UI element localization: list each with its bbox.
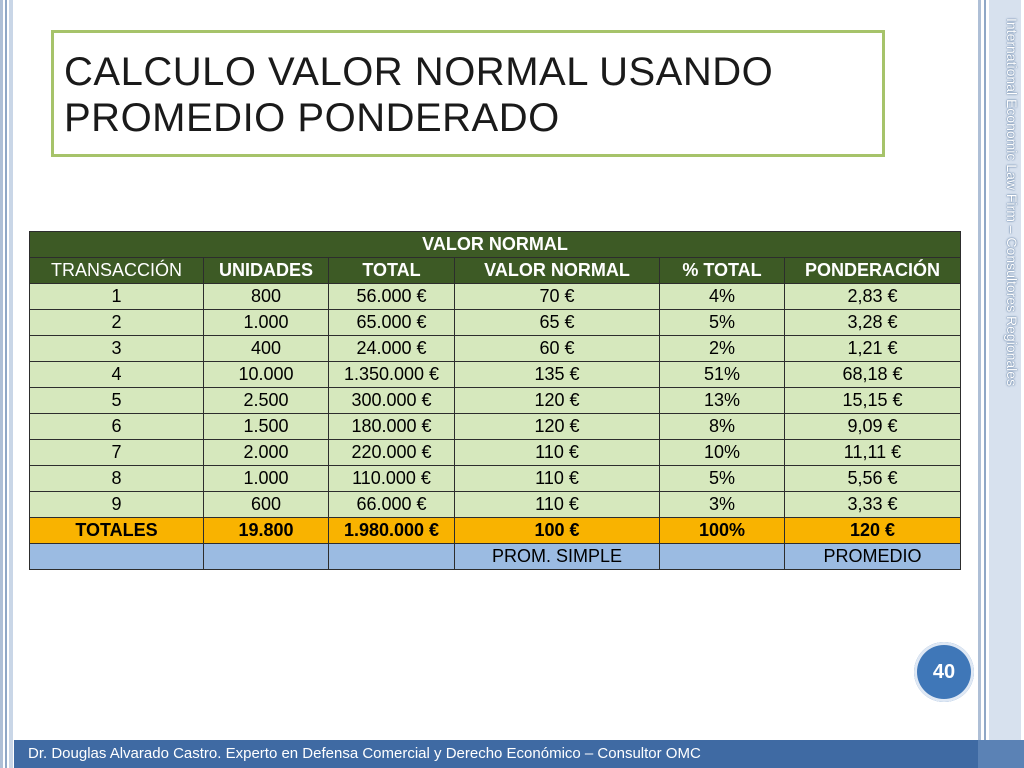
valor-normal-table: VALOR NORMAL TRANSACCIÓN UNIDADES TOTAL VAL… (29, 231, 961, 570)
table-cell: 1.000 (203, 309, 329, 336)
table-cell: 9,09 € (784, 413, 961, 440)
right-decoration (978, 0, 1024, 740)
table-cell: 135 € (454, 361, 660, 388)
table-header-row: TRANSACCIÓN UNIDADES TOTAL VALOR NORMAL% TO… (29, 257, 961, 284)
table-cell: 1.000 (203, 465, 329, 492)
table-cell: 8 (29, 465, 204, 492)
table-cell: 65.000 € (328, 309, 455, 336)
table-body: 1 800 56.000 €70 €4% 2,83 €2 1.000 65.000 €65… (29, 283, 961, 570)
table-cell: 5,56 € (784, 465, 961, 492)
table-cell: 3% (659, 491, 785, 518)
table-cell: 5% (659, 309, 785, 336)
table-cell: TOTALES (29, 517, 204, 544)
table-cell: 2 (29, 309, 204, 336)
table-cell: 10.000 (203, 361, 329, 388)
table-cell (328, 543, 455, 570)
table-title: VALOR NORMAL (29, 231, 961, 258)
table-cell: 100% (659, 517, 785, 544)
summary-row: PROM. SIMPLE PROMEDIO (29, 543, 961, 570)
table-cell: 2% (659, 335, 785, 362)
table-cell: 100 € (454, 517, 660, 544)
table-row: 6 1.500 180.000 €120 €8% 9,09 € (29, 413, 961, 440)
table-cell: PROMEDIO (784, 543, 961, 570)
table-row: 1 800 56.000 €70 €4% 2,83 € (29, 283, 961, 310)
table-cell: 3,28 € (784, 309, 961, 336)
table-cell: 4 (29, 361, 204, 388)
table-cell: 110 € (454, 465, 660, 492)
column-header: % TOTAL (659, 257, 785, 284)
table-row: 3 400 24.000 €60 €2% 1,21 € (29, 335, 961, 362)
table-cell: 800 (203, 283, 329, 310)
table-cell: 1 (29, 283, 204, 310)
page-number-badge: 40 (914, 642, 974, 702)
table-cell: 65 € (454, 309, 660, 336)
table-cell: 24.000 € (328, 335, 455, 362)
table-cell (659, 543, 785, 570)
table-cell: 51% (659, 361, 785, 388)
table-cell: 1.980.000 € (328, 517, 455, 544)
table-cell: 1,21 € (784, 335, 961, 362)
table-cell: 7 (29, 439, 204, 466)
table-cell: 1.500 (203, 413, 329, 440)
table-row: 7 2.000 220.000 €110 €10% 11,11 € (29, 439, 961, 466)
table-cell: 2,83 € (784, 283, 961, 310)
footer-bar: Dr. Douglas Alvarado Castro. Experto en … (14, 740, 978, 768)
table-cell (29, 543, 204, 570)
table-cell: 3 (29, 335, 204, 362)
left-decoration (0, 0, 14, 768)
table-row: 9 600 66.000 €110 €3% 3,33 € (29, 491, 961, 518)
table-cell: 5 (29, 387, 204, 414)
column-header: TRANSACCIÓN (29, 257, 204, 284)
table-cell: 3,33 € (784, 491, 961, 518)
table-cell: 66.000 € (328, 491, 455, 518)
column-header: VALOR NORMAL (454, 257, 660, 284)
table-cell: 120 € (784, 517, 961, 544)
table-row: 5 2.500 300.000 €120 €13% 15,15 € (29, 387, 961, 414)
table-cell: 15,15 € (784, 387, 961, 414)
table-cell: 300.000 € (328, 387, 455, 414)
footer-corner (978, 740, 1024, 768)
title-box: CALCULO VALOR NORMAL USANDO PROMEDIO PON… (51, 30, 885, 157)
table-cell: 70 € (454, 283, 660, 310)
column-header: TOTAL (328, 257, 455, 284)
table-cell: PROM. SIMPLE (454, 543, 660, 570)
table-cell: 2.000 (203, 439, 329, 466)
title-line-2: PROMEDIO PONDERADO (64, 96, 560, 140)
table-cell: 2.500 (203, 387, 329, 414)
table-cell: 6 (29, 413, 204, 440)
table-cell: 5% (659, 465, 785, 492)
table-cell: 120 € (454, 387, 660, 414)
table-cell: 60 € (454, 335, 660, 362)
table-cell: 220.000 € (328, 439, 455, 466)
table-cell: 600 (203, 491, 329, 518)
table-cell: 9 (29, 491, 204, 518)
table-row: 8 1.000 110.000 €110 €5% 5,56 € (29, 465, 961, 492)
totals-row: TOTALES 19.800 1.980.000 €100 €100% 120 € (29, 517, 961, 544)
column-header: UNIDADES (203, 257, 329, 284)
title-line-1: CALCULO VALOR NORMAL USANDO (64, 50, 774, 94)
table-cell: 180.000 € (328, 413, 455, 440)
table-cell: 68,18 € (784, 361, 961, 388)
side-firm-label: International Economic Law Firm – Consul… (1004, 18, 1020, 387)
table-cell: 120 € (454, 413, 660, 440)
footer-text: Dr. Douglas Alvarado Castro. Experto en … (28, 745, 701, 762)
table-cell: 110.000 € (328, 465, 455, 492)
table-cell: 400 (203, 335, 329, 362)
column-header: PONDERACIÓN (784, 257, 961, 284)
slide-title: CALCULO VALOR NORMAL USANDO PROMEDIO PON… (64, 49, 773, 141)
table-cell: 19.800 (203, 517, 329, 544)
table-cell: 4% (659, 283, 785, 310)
table-cell: 110 € (454, 439, 660, 466)
table-cell: 10% (659, 439, 785, 466)
table-cell: 110 € (454, 491, 660, 518)
table-cell: 56.000 € (328, 283, 455, 310)
table-cell (203, 543, 329, 570)
table-cell: 11,11 € (784, 439, 961, 466)
table-row: 4 10.000 1.350.000 €135 €51% 68,18 € (29, 361, 961, 388)
table-cell: 8% (659, 413, 785, 440)
table-cell: 13% (659, 387, 785, 414)
table-cell: 1.350.000 € (328, 361, 455, 388)
table-row: 2 1.000 65.000 €65 €5% 3,28 € (29, 309, 961, 336)
